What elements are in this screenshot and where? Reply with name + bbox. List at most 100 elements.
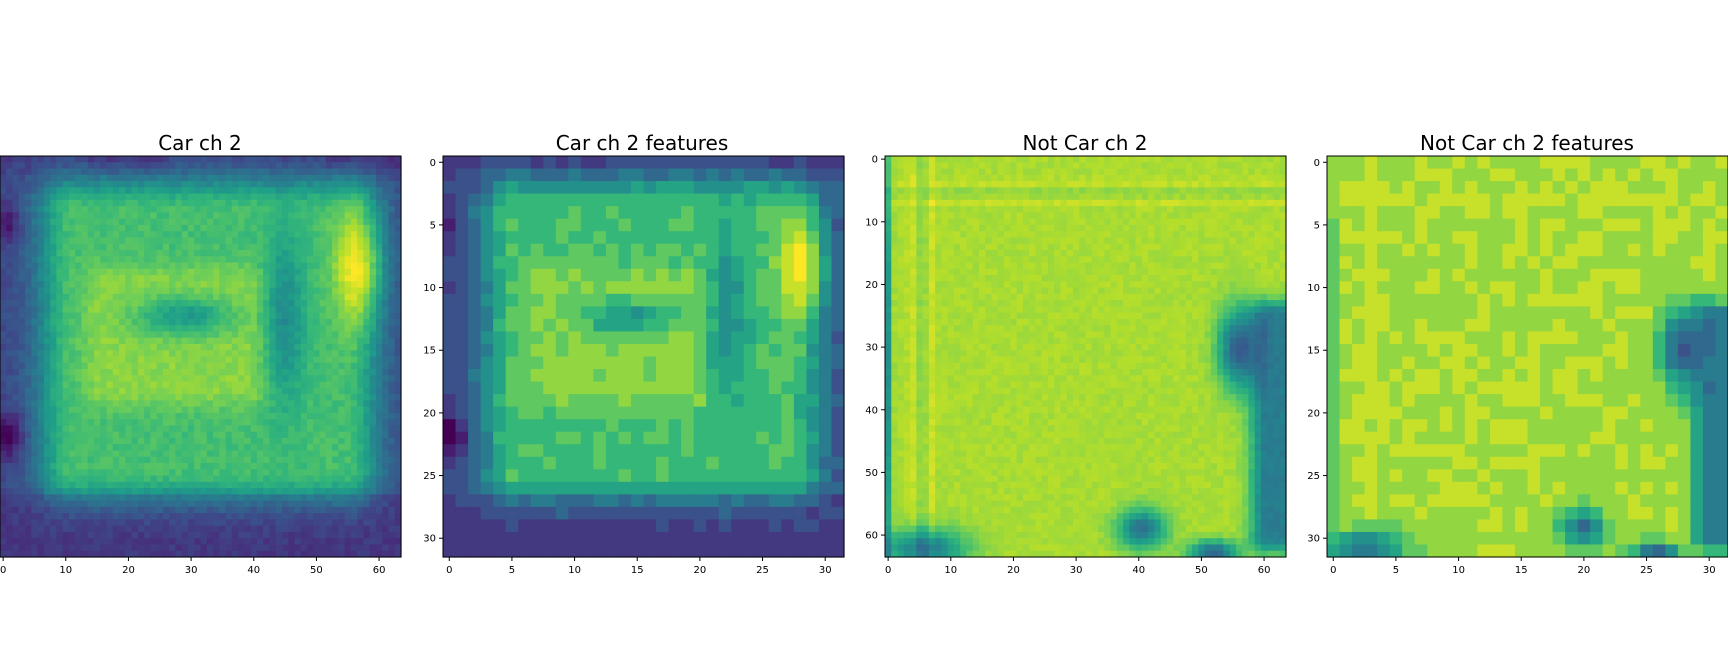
- heatmap-cell: [756, 306, 770, 320]
- heatmap-cell: [87, 174, 95, 182]
- heatmap-cell: [313, 463, 321, 470]
- heatmap-cell: [357, 362, 365, 370]
- heatmap-cell: [338, 199, 346, 207]
- heatmap-cell: [194, 387, 202, 395]
- heatmap-cell: [656, 444, 670, 458]
- heatmap-cell: [162, 412, 170, 420]
- heatmap-cell: [505, 306, 519, 320]
- heatmap-cell: [718, 306, 732, 320]
- heatmap-cell: [344, 325, 352, 333]
- heatmap-cell: [187, 456, 195, 464]
- heatmap-cell: [706, 256, 720, 270]
- heatmap-cell: [530, 218, 544, 232]
- heatmap-cell: [543, 156, 557, 170]
- heatmap-cell: [187, 394, 195, 401]
- heatmap-cell: [281, 256, 289, 264]
- heatmap-cell: [219, 481, 227, 489]
- heatmap-cell: [6, 162, 14, 170]
- heatmap-cell: [119, 400, 126, 408]
- heatmap-cell: [206, 375, 214, 383]
- heatmap-cell: [112, 362, 120, 370]
- heatmap-cell: [37, 550, 45, 558]
- heatmap-cell: [250, 318, 258, 326]
- heatmap-cell: [194, 275, 202, 282]
- heatmap-cell: [375, 193, 383, 201]
- heatmap-cell: [206, 538, 214, 546]
- heatmap-cell: [56, 243, 64, 251]
- heatmap-cell: [332, 531, 339, 539]
- heatmap-cell: [369, 312, 377, 320]
- heatmap-cell: [100, 369, 108, 376]
- heatmap-cell: [187, 437, 195, 445]
- heatmap-cell: [793, 406, 808, 420]
- heatmap-cell: [332, 162, 339, 170]
- heatmap-cell: [213, 287, 220, 295]
- heatmap-cell: [375, 343, 383, 351]
- heatmap-cell: [269, 431, 277, 439]
- heatmap-cell: [119, 387, 126, 395]
- heatmap-cell: [294, 262, 302, 270]
- heatmap-cell: [275, 531, 283, 539]
- heatmap-cell: [307, 394, 314, 401]
- heatmap-cell: [169, 331, 177, 339]
- heatmap-cell: [781, 456, 795, 470]
- heatmap-cell: [137, 325, 145, 333]
- heatmap-cell: [150, 469, 158, 477]
- heatmap-cell: [12, 494, 20, 502]
- heatmap-cell: [125, 293, 133, 301]
- heatmap-cell: [25, 375, 32, 383]
- heatmap-cell: [307, 331, 314, 339]
- heatmap-cell: [75, 156, 83, 163]
- heatmap-cell: [187, 275, 195, 282]
- heatmap-cell: [263, 237, 271, 245]
- heatmap-cell: [388, 249, 396, 257]
- heatmap-cell: [50, 199, 57, 207]
- heatmap-cell: [81, 375, 89, 383]
- heatmap-cell: [693, 231, 707, 245]
- heatmap-cell: [382, 249, 390, 257]
- heatmap-cell: [238, 425, 245, 433]
- heatmap-cell: [281, 394, 289, 401]
- heatmap-cell: [643, 256, 657, 270]
- heatmap-cell: [806, 281, 820, 295]
- heatmap-cell: [144, 362, 151, 370]
- heatmap-cell: [325, 212, 333, 220]
- heatmap-cell: [81, 312, 89, 320]
- heatmap-cell: [288, 550, 296, 558]
- heatmap-cell: [106, 362, 114, 370]
- heatmap-cell: [25, 381, 32, 389]
- heatmap-cell: [618, 256, 632, 270]
- heatmap-cell: [169, 193, 177, 201]
- heatmap-cell: [580, 193, 594, 207]
- heatmap-cell: [213, 481, 220, 489]
- heatmap-cell: [62, 456, 70, 464]
- heatmap-cell: [87, 525, 95, 533]
- heatmap-cell: [288, 369, 296, 376]
- heatmap-cell: [75, 231, 83, 239]
- heatmap-cell: [119, 513, 126, 521]
- heatmap-cell: [388, 412, 396, 420]
- heatmap-cell: [100, 199, 108, 207]
- heatmap-cell: [656, 431, 670, 445]
- heatmap-cell: [156, 506, 164, 514]
- heatmap-cell: [18, 350, 26, 358]
- heatmap-cell: [75, 425, 83, 433]
- heatmap-cell: [325, 400, 333, 408]
- heatmap-cell: [543, 181, 557, 195]
- heatmap-cell: [338, 469, 346, 477]
- heatmap-cell: [206, 450, 214, 458]
- heatmap-cell: [294, 463, 302, 470]
- heatmap-cell: [169, 218, 177, 226]
- heatmap-cell: [125, 519, 133, 527]
- heatmap-cell: [187, 293, 195, 301]
- heatmap-cell: [307, 293, 314, 301]
- heatmap-cell: [219, 212, 227, 220]
- heatmap-cell: [12, 293, 20, 301]
- heatmap-cell: [87, 488, 95, 495]
- heatmap-cell: [31, 187, 39, 195]
- heatmap-cell: [181, 350, 189, 358]
- heatmap-cell: [630, 469, 645, 483]
- heatmap-cell: [313, 538, 321, 546]
- heatmap-cell: [618, 369, 632, 383]
- heatmap-cell: [668, 331, 682, 345]
